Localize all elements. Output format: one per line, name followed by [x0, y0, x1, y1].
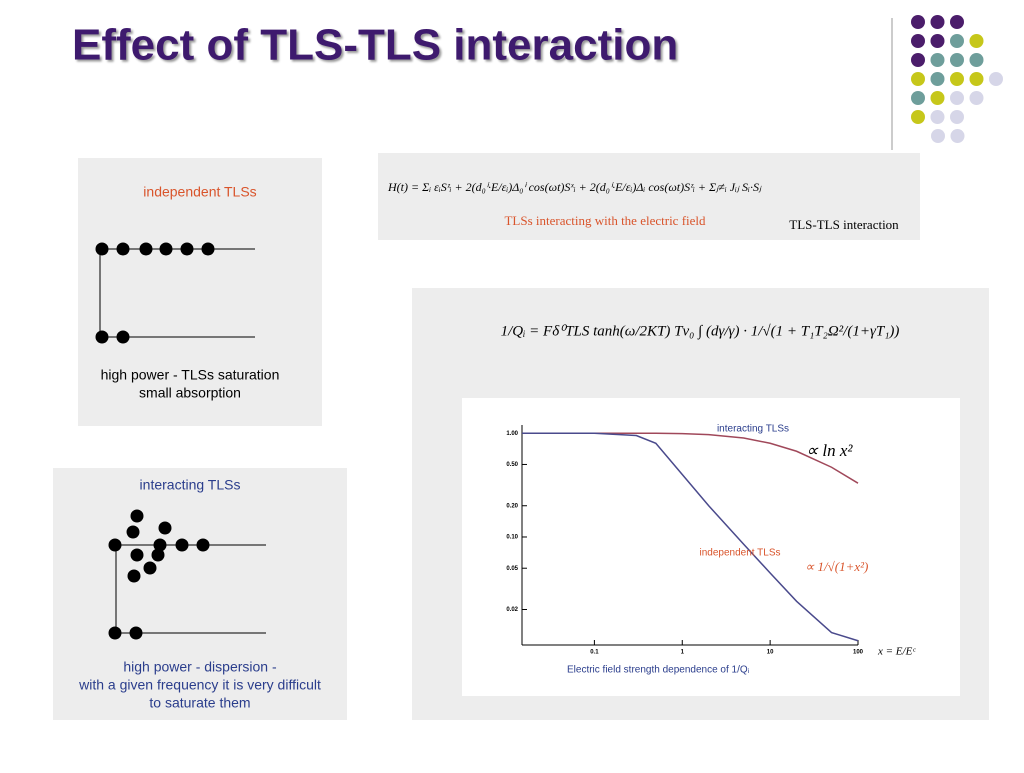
- annotation: x = E/Eᶜ: [877, 646, 916, 658]
- annotation: ∝ 1/√(1+x²): [805, 559, 868, 574]
- series-label: independent TLSs: [700, 548, 781, 559]
- formula-label: TLS-TLS interaction: [789, 217, 899, 232]
- dot: [969, 72, 984, 86]
- dot: [969, 53, 984, 67]
- dot: [950, 91, 964, 105]
- dot: [950, 110, 964, 124]
- y-tick-label: 0.50: [506, 462, 518, 468]
- dot: [950, 53, 964, 67]
- slide-title: Effect of TLS-TLS interaction: [72, 21, 678, 70]
- formula-label: TLSs interacting with the electric field: [504, 213, 706, 228]
- annotation: ∝ ln x²: [806, 441, 853, 460]
- x-tick-label: 10: [767, 650, 774, 656]
- panel: [53, 468, 347, 720]
- dot: [911, 34, 925, 48]
- panel-caption: high power - dispersion -: [123, 659, 277, 675]
- chart: 1.00 0.50 0.20 0.10 0.05 0.02 0.1 1 10 100 interac…: [506, 424, 916, 676]
- x-tick-label: 0.1: [590, 650, 599, 656]
- y-tick-label: 0.20: [506, 503, 518, 509]
- dot: [969, 34, 984, 48]
- dot: [911, 110, 925, 124]
- panel-heading: interacting TLSs: [140, 477, 241, 493]
- plot-background: [462, 398, 960, 696]
- series-label: interacting TLSs: [717, 424, 789, 435]
- dot: [950, 72, 964, 86]
- dot: [931, 129, 945, 143]
- dot: [930, 91, 945, 105]
- dot: [989, 72, 1003, 86]
- dot: [930, 53, 945, 67]
- formula: H(t) = Σᵢ εᵢSᶻᵢ + 2(d₀ⁱ·E/εᵢ)Δ₀ⁱ cos(ωt)…: [387, 180, 762, 194]
- dot: [950, 34, 964, 48]
- dot: [911, 72, 925, 86]
- decoration: [911, 15, 1003, 143]
- panel-caption: small absorption: [139, 385, 241, 401]
- y-tick-label: 1.00: [506, 431, 518, 437]
- dot: [930, 72, 945, 86]
- x-axis-label: Electric field strength dependence of 1/…: [567, 665, 750, 676]
- diagram: [95, 242, 255, 344]
- dot: [911, 53, 925, 67]
- formula: 1/Qᵢ = Fδ⁰TLS tanh(ω/2KT) Tν₀ ∫ (dγ/γ) ·…: [501, 323, 900, 339]
- dot: [911, 91, 925, 105]
- y-tick-label: 0.02: [506, 607, 518, 613]
- panel-heading: independent TLSs: [143, 184, 256, 200]
- dot: [969, 91, 984, 105]
- x-tick-label: 1: [681, 650, 685, 656]
- dot: [950, 15, 964, 29]
- series-line: [522, 432, 859, 642]
- formula-box: [378, 153, 920, 240]
- dot: [950, 129, 965, 143]
- dot: [911, 15, 925, 29]
- dot: [930, 15, 945, 29]
- panel-caption: high power - TLSs saturation: [101, 367, 280, 383]
- series-line: [522, 432, 859, 484]
- x-tick-label: 100: [853, 650, 864, 656]
- panel: [78, 158, 322, 426]
- diagram: [108, 509, 266, 640]
- y-tick-label: 0.05: [506, 566, 518, 572]
- dot: [930, 34, 945, 48]
- panel-caption: to saturate them: [149, 695, 250, 711]
- y-tick-label: 0.10: [506, 535, 518, 541]
- dot: [930, 110, 945, 124]
- panel-caption: with a given frequency it is very diffic…: [78, 677, 321, 693]
